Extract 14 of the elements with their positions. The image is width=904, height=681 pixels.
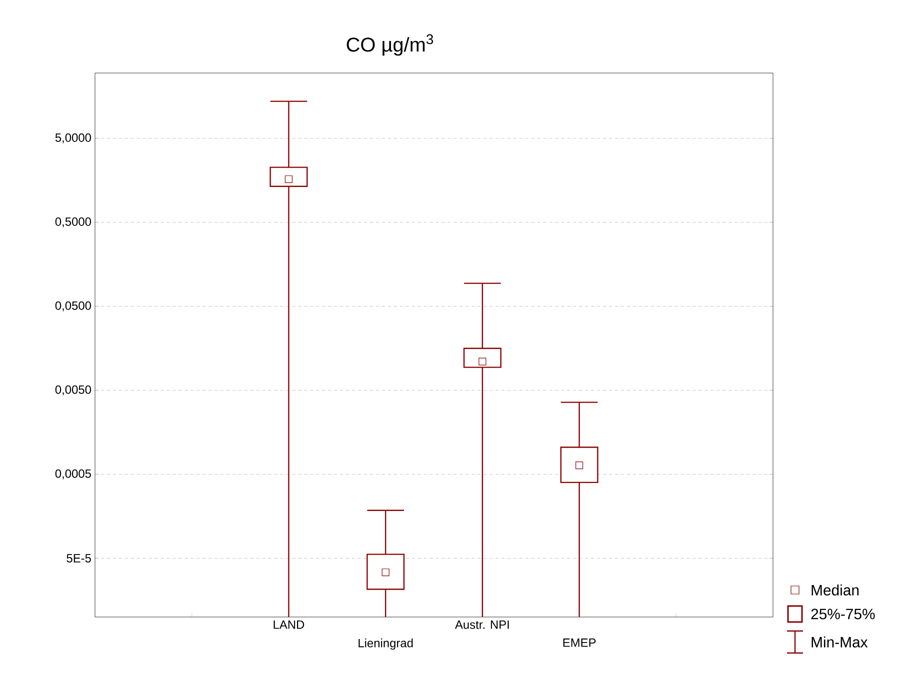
y-tick-label: 0,5000 xyxy=(55,217,92,228)
x-tick-label: LAND xyxy=(274,620,304,629)
y-tick-label: 5,0000 xyxy=(55,133,92,144)
text: 25%-75% xyxy=(811,608,875,620)
x-tick-label: EMEP xyxy=(563,638,596,647)
chart-title: CO µg/m$^{3}$ xyxy=(346,34,434,56)
y-tick-label: 5E-5 xyxy=(66,554,91,562)
x-tick-label: Lieningrad xyxy=(358,638,413,650)
text: Median xyxy=(812,584,859,596)
text: Min-Max xyxy=(812,636,868,648)
y-tick-label: 0,0500 xyxy=(55,301,92,312)
x-tick-label: Austr. NPI xyxy=(454,620,509,629)
y-tick-label: 0,0050 xyxy=(55,385,92,396)
y-tick-label: 0,0005 xyxy=(55,469,91,480)
